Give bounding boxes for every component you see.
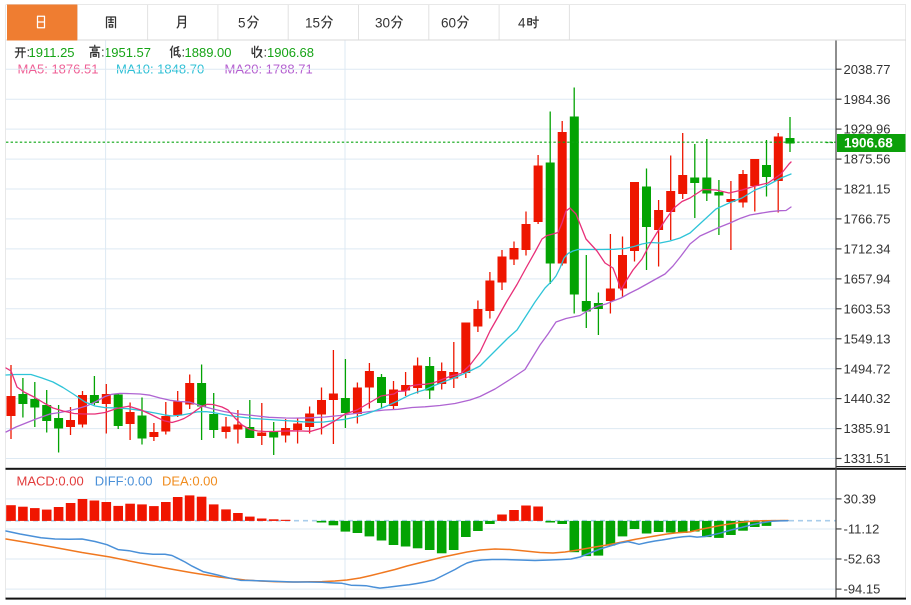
svg-text:15: 15 (305, 16, 320, 31)
svg-text:1657.94: 1657.94 (844, 272, 891, 287)
svg-text:4: 4 (518, 16, 526, 31)
svg-text:1911.25: 1911.25 (29, 45, 75, 60)
svg-text:1951.57: 1951.57 (104, 45, 151, 60)
svg-text:1440.32: 1440.32 (844, 391, 891, 406)
svg-text:-52.63: -52.63 (844, 552, 881, 567)
svg-text::: : (264, 45, 268, 60)
svg-text:30.39: 30.39 (844, 492, 877, 507)
svg-text:-11.12: -11.12 (844, 522, 880, 537)
svg-text::: : (182, 45, 186, 60)
svg-text:DEA:0.00: DEA:0.00 (162, 474, 218, 489)
svg-text::: : (27, 45, 31, 60)
svg-text:1984.36: 1984.36 (844, 92, 891, 107)
svg-text:60: 60 (441, 16, 456, 31)
svg-text:1875.56: 1875.56 (844, 152, 891, 167)
svg-text:1766.75: 1766.75 (844, 212, 891, 227)
svg-text:5: 5 (238, 16, 246, 31)
svg-text:1906.68: 1906.68 (844, 136, 893, 151)
svg-text:1906.68: 1906.68 (267, 45, 314, 60)
svg-text:MACD:0.00: MACD:0.00 (17, 474, 84, 489)
svg-text:1603.53: 1603.53 (844, 301, 891, 316)
svg-text:1889.00: 1889.00 (185, 45, 232, 60)
svg-text:1712.34: 1712.34 (844, 242, 891, 257)
svg-text:1929.96: 1929.96 (844, 122, 891, 137)
svg-text:30: 30 (375, 16, 390, 31)
svg-text:1331.51: 1331.51 (844, 451, 891, 466)
svg-text:2038.77: 2038.77 (844, 62, 891, 77)
svg-text::: : (101, 45, 105, 60)
svg-text:1821.15: 1821.15 (844, 182, 891, 197)
svg-text:1494.72: 1494.72 (844, 361, 891, 376)
svg-text:-94.15: -94.15 (844, 582, 881, 597)
svg-text:1385.91: 1385.91 (844, 421, 891, 436)
svg-text:DIFF:0.00: DIFF:0.00 (95, 474, 153, 489)
svg-text:1549.13: 1549.13 (844, 331, 891, 346)
